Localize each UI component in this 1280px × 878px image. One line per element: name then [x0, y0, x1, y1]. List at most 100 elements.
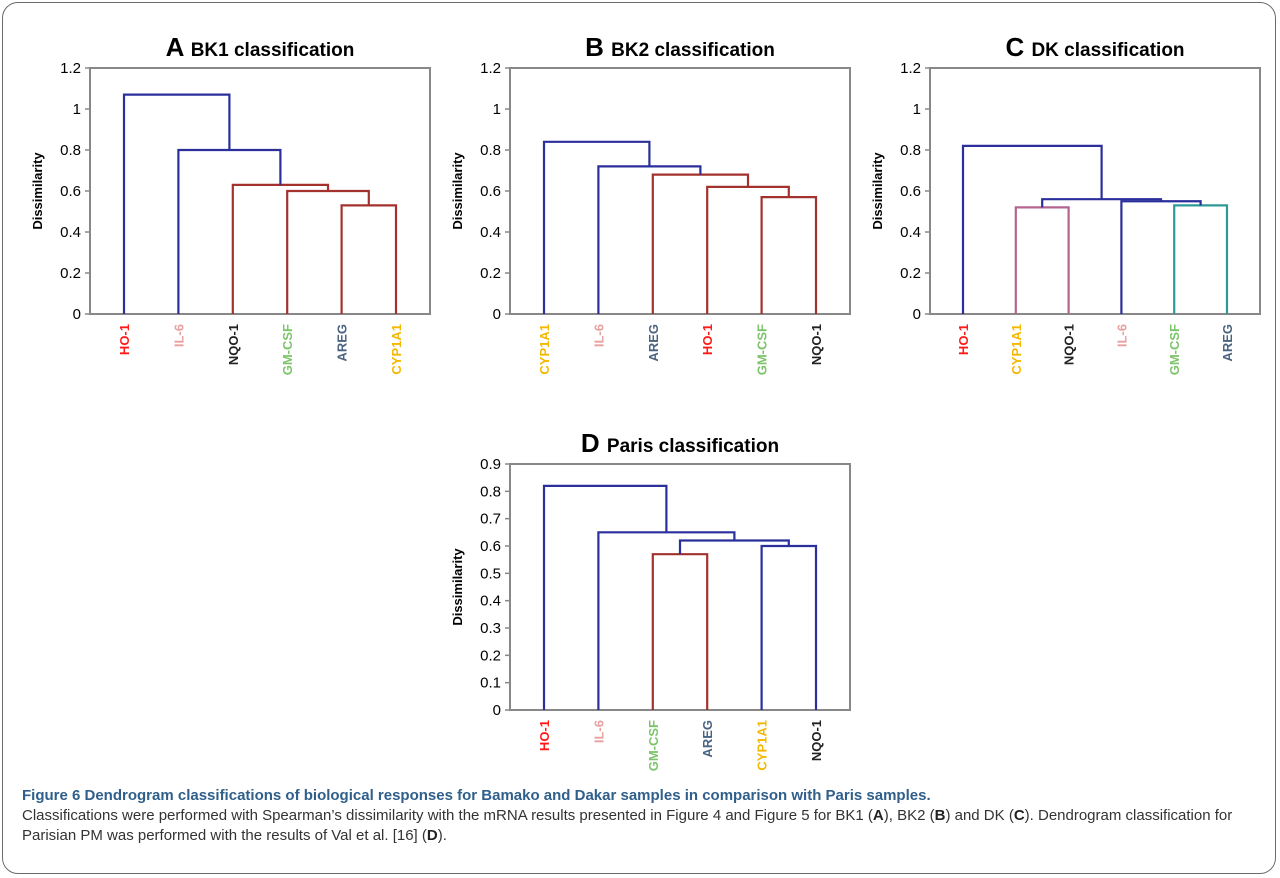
leaf-label: HO-1 [117, 324, 132, 355]
dendrogram-link [1173, 204, 1229, 314]
y-tick-label: 1.2 [60, 60, 81, 77]
y-tick-label: 0.2 [900, 265, 921, 282]
dendrogram-link [961, 144, 1103, 314]
plot-area [929, 67, 1261, 315]
dendrogram-link [678, 539, 790, 555]
leaf-label: IL-6 [591, 324, 606, 347]
y-axis-label: Dissimilarity [450, 548, 465, 626]
caption-ref-d: D [426, 827, 438, 844]
dendrogram-link [231, 183, 330, 314]
panel-title: C DK classification [1005, 32, 1184, 62]
panel-letter: D [581, 428, 607, 458]
y-axis-label: Dissimilarity [30, 152, 45, 230]
leaf-label: AREG [700, 720, 715, 758]
y-tick-label: 0.2 [480, 647, 501, 664]
leaf-label: NQO-1 [809, 720, 824, 761]
y-tick-label: 0 [913, 306, 921, 323]
caption-text-2: ), BK2 ( [883, 807, 935, 824]
dendrogram-link [706, 185, 790, 314]
dendrogram-link [651, 173, 750, 314]
y-tick-label: 0.7 [480, 511, 501, 528]
y-tick-label: 0.6 [480, 183, 501, 200]
panel-letter: C [1005, 32, 1031, 62]
y-tick-label: 0.3 [480, 620, 501, 637]
y-tick-label: 1 [73, 101, 81, 118]
y-axis-label: Dissimilarity [870, 152, 885, 230]
leaf-label: CYP1A1 [755, 720, 770, 771]
y-tick-label: 0.4 [900, 224, 921, 241]
dendrogram-link [177, 148, 282, 314]
leaf-label: NQO-1 [809, 324, 824, 365]
y-tick-label: 0.8 [480, 483, 501, 500]
leaf-label: IL-6 [591, 720, 606, 743]
y-tick-label: 1 [913, 101, 921, 118]
dendrogram-link [597, 165, 702, 314]
dendrogram-link [760, 196, 818, 314]
leaf-label: HO-1 [700, 324, 715, 355]
leaf-label: AREG [1220, 324, 1235, 362]
y-tick-label: 1.2 [480, 60, 501, 77]
leaf-label: CYP1A1 [389, 324, 404, 375]
panel-title: A BK1 classification [166, 32, 355, 62]
leaf-label: CYP1A1 [537, 324, 552, 375]
caption-text-3: ) and DK ( [945, 807, 1014, 824]
caption-ref-c: C [1013, 807, 1025, 824]
y-tick-label: 0.6 [60, 183, 81, 200]
leaf-label: HO-1 [956, 324, 971, 355]
leaf-label: GM-CSF [1167, 324, 1182, 375]
y-tick-label: 0 [493, 702, 501, 719]
dendrogram-link [597, 531, 736, 710]
y-tick-label: 0.2 [480, 265, 501, 282]
chart-panel-a: A BK1 classification 0 0.2 0.4 0.6 0.8 1 1.2 Dis… [30, 32, 431, 375]
y-tick-label: 1 [493, 101, 501, 118]
panel-title-text: Paris classification [607, 436, 779, 457]
leaf-label: IL-6 [171, 324, 186, 347]
leaf-label: GM-CSF [646, 720, 661, 771]
chart-panel-d: D Paris classification 0 0.1 0.2 0.3 0.4 0.5 0.… [450, 428, 851, 771]
dendrogram-link [1120, 200, 1202, 314]
caption-heading: Figure 6 Dendrogram classifications of b… [22, 787, 931, 804]
panel-letter: A [166, 32, 191, 62]
y-tick-label: 0.9 [480, 456, 501, 473]
y-tick-label: 0.1 [480, 675, 501, 692]
y-tick-label: 0 [493, 306, 501, 323]
plot-area [89, 67, 431, 315]
leaf-label: HO-1 [537, 720, 552, 751]
dendrogram-link [651, 553, 709, 710]
dendrogram-link [286, 189, 370, 314]
y-tick-label: 0.4 [60, 224, 81, 241]
plot-area [509, 463, 851, 711]
leaf-label: CYP1A1 [1009, 324, 1024, 375]
caption-text-1: Classifications were performed with Spea… [22, 807, 873, 824]
y-tick-label: 0.6 [480, 538, 501, 555]
leaf-label: NQO-1 [226, 324, 241, 365]
dendrogram-link [542, 484, 668, 710]
y-axis-label: Dissimilarity [450, 152, 465, 230]
leaf-label: GM-CSF [755, 324, 770, 375]
caption-ref-a: A [872, 807, 884, 824]
y-tick-label: 0 [73, 306, 81, 323]
chart-panel-b: B BK2 classification 0 0.2 0.4 0.6 0.8 1 1.2 Dis… [450, 32, 851, 375]
y-tick-label: 1.2 [900, 60, 921, 77]
y-tick-label: 0.4 [480, 593, 501, 610]
dendrogram-link [542, 140, 651, 314]
leaf-label: AREG [335, 324, 350, 362]
dendrogram-link [1014, 206, 1070, 314]
panel-title-text: BK1 classification [191, 40, 355, 61]
leaf-label: IL-6 [1114, 324, 1129, 347]
leaf-label: NQO-1 [1062, 324, 1077, 365]
dendrogram-link [340, 204, 398, 314]
dendrogram-link [760, 544, 818, 710]
y-tick-label: 0.6 [900, 183, 921, 200]
figure-caption: Figure 6 Dendrogram classifications of b… [22, 786, 1262, 846]
leaf-label: AREG [646, 324, 661, 362]
leaf-label: GM-CSF [280, 324, 295, 375]
plot-area [509, 67, 851, 315]
y-tick-label: 0.8 [60, 142, 81, 159]
caption-text-5: ). [437, 827, 447, 844]
y-tick-label: 0.2 [60, 265, 81, 282]
y-tick-label: 0.8 [900, 142, 921, 159]
chart-panel-c: C DK classification 0 0.2 0.4 0.6 0.8 1 1.2 Diss… [870, 32, 1261, 375]
